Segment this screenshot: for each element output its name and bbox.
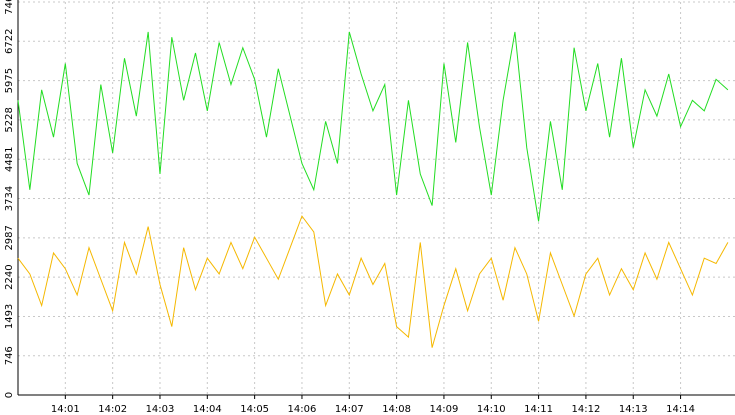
x-tick-label: 14:09 [430, 404, 459, 415]
x-tick-label: 14:05 [240, 404, 269, 415]
y-tick-label: 7469 [4, 0, 15, 15]
x-tick-label: 14:08 [382, 404, 411, 415]
y-tick-label: 0 [4, 392, 15, 398]
x-tick-label: 14:14 [666, 404, 695, 415]
x-tick-label: 14:12 [572, 404, 601, 415]
x-tick-label: 14:13 [619, 404, 648, 415]
x-tick-label: 14:03 [146, 404, 175, 415]
x-tick-label: 14:01 [51, 404, 80, 415]
x-tick-label: 14:06 [288, 404, 317, 415]
y-tick-label: 1493 [4, 304, 15, 329]
y-tick-label: 3734 [4, 186, 15, 211]
y-tick-label: 5975 [4, 68, 15, 93]
series-line [17, 215, 729, 348]
x-tick-label: 14:11 [524, 404, 553, 415]
y-tick-label: 6722 [4, 29, 15, 54]
x-tick-label: 14:07 [335, 404, 364, 415]
y-tick-label: 2240 [4, 264, 15, 289]
x-tick-label: 14:02 [98, 404, 127, 415]
y-tick-label: 2987 [4, 225, 15, 250]
y-tick-label: 4481 [4, 146, 15, 171]
y-tick-label: 5228 [4, 107, 15, 132]
series-line [17, 31, 729, 222]
x-tick-label: 14:04 [193, 404, 222, 415]
y-tick-label: 746 [4, 346, 15, 365]
x-tick-label: 14:10 [477, 404, 506, 415]
